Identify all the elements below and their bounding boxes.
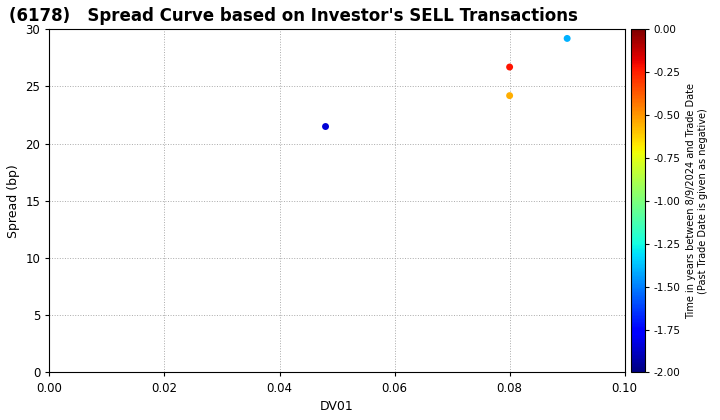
- Text: (6178)   Spread Curve based on Investor's SELL Transactions: (6178) Spread Curve based on Investor's …: [9, 7, 578, 25]
- Point: [320, 123, 331, 130]
- X-axis label: DV01: DV01: [320, 400, 354, 413]
- Point: [504, 64, 516, 71]
- Point: [562, 35, 573, 42]
- Point: [504, 92, 516, 99]
- Y-axis label: Spread (bp): Spread (bp): [7, 164, 20, 238]
- Y-axis label: Time in years between 8/9/2024 and Trade Date
(Past Trade Date is given as negat: Time in years between 8/9/2024 and Trade…: [686, 83, 708, 319]
